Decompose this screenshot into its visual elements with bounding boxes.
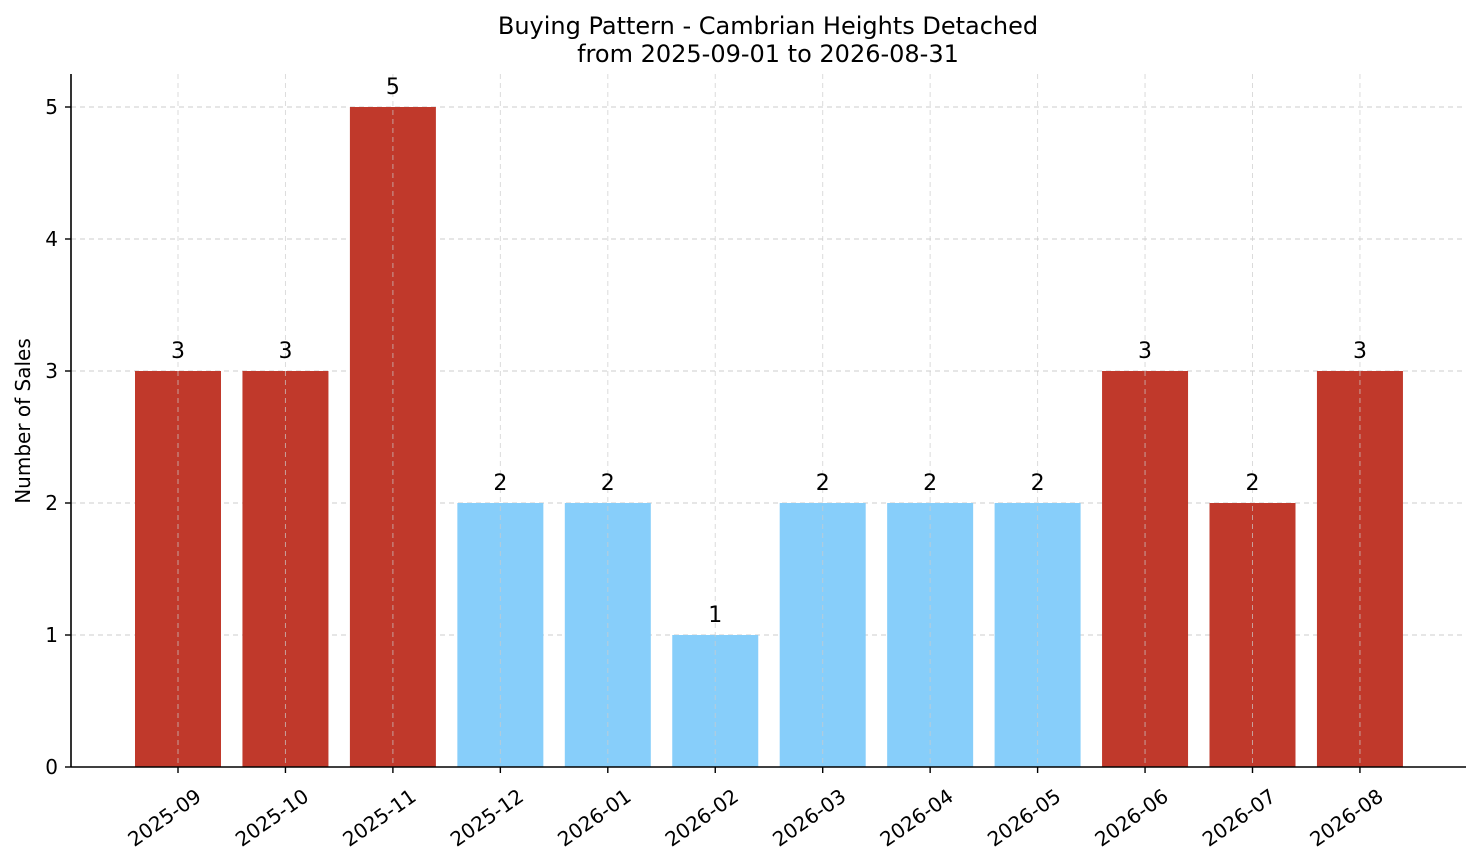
- value-label: 3: [1353, 339, 1367, 364]
- y-tick-label: 2: [45, 491, 58, 515]
- x-tick-label: 2025-10: [231, 784, 313, 852]
- x-tick-label: 2026-01: [553, 784, 635, 852]
- y-axis-label: Number of Sales: [11, 338, 35, 504]
- y-tick-label: 1: [45, 623, 58, 647]
- chart-subtitle: from 2025-09-01 to 2026-08-31: [577, 40, 959, 68]
- x-ticks-layer: 2025-09 2025-10 2025-11 2025-12 2026-01 2026-…: [123, 767, 1388, 852]
- value-label: 3: [1138, 339, 1152, 364]
- value-labels-layer: 3 3 5 2 2 1 2 2 2 3 2 3: [171, 75, 1367, 628]
- x-tick-label: 2026-05: [983, 784, 1065, 852]
- value-label: 5: [386, 75, 400, 100]
- value-label: 2: [816, 471, 830, 496]
- value-label: 3: [171, 339, 185, 364]
- vertical-grid-layer: [177, 74, 1361, 767]
- value-label: 2: [1031, 471, 1045, 496]
- bars-layer: [135, 107, 1403, 767]
- value-label: 2: [493, 471, 507, 496]
- y-ticks-layer: 0 1 2 3 4 5: [45, 95, 71, 779]
- chart-title: Buying Pattern - Cambrian Heights Detach…: [498, 12, 1038, 40]
- value-label: 2: [1246, 471, 1260, 496]
- x-tick-label: 2026-07: [1198, 784, 1280, 852]
- value-label: 1: [708, 603, 722, 628]
- y-tick-label: 5: [45, 95, 58, 119]
- x-tick-label: 2026-06: [1090, 784, 1172, 852]
- x-tick-label: 2025-11: [338, 784, 420, 852]
- y-tick-label: 3: [45, 359, 58, 383]
- x-tick-label: 2026-02: [661, 784, 743, 852]
- value-label: 3: [278, 339, 292, 364]
- x-tick-label: 2026-08: [1305, 784, 1387, 852]
- y-tick-label: 4: [45, 227, 58, 251]
- axes-layer: [70, 74, 1466, 768]
- x-tick-label: 2025-12: [446, 784, 528, 852]
- value-label: 2: [923, 471, 937, 496]
- value-label: 2: [601, 471, 615, 496]
- y-tick-label: 0: [45, 755, 58, 779]
- x-tick-label: 2025-09: [123, 784, 205, 852]
- x-tick-label: 2026-04: [876, 784, 958, 852]
- x-tick-label: 2026-03: [768, 784, 850, 852]
